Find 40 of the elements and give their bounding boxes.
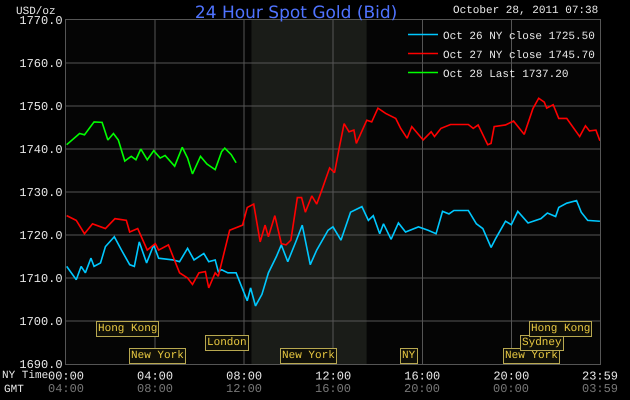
- chart-title: 24 Hour Spot Gold (Bid): [194, 2, 398, 23]
- x-tick-label: 16:00: [404, 369, 440, 384]
- y-tick-label: 1730.0: [19, 186, 63, 200]
- annotation: Hong Kong: [531, 323, 590, 335]
- x2-tick-label: 12:00: [226, 382, 262, 396]
- y-tick-label: 1750.0: [19, 100, 63, 114]
- legend-label: Oct 27 NY close 1745.70: [443, 50, 595, 62]
- x-tick-label: 12:00: [315, 369, 352, 384]
- annotation: New York: [282, 350, 336, 362]
- annotation: New York: [505, 350, 558, 362]
- y-tick-label: 1700.0: [19, 315, 63, 330]
- legend-label: Oct 28 Last 1737.20: [443, 68, 568, 81]
- annotation: Sydney: [522, 337, 562, 349]
- x-tick-label: 20:00: [493, 369, 530, 384]
- chart-subtitle: October 28, 2011 07:38: [453, 5, 598, 17]
- x2-tick-label: 00:00: [493, 382, 530, 396]
- y-tick-label: 1740.0: [19, 143, 63, 158]
- legend-label: Oct 26 NY close 1725.50: [443, 30, 595, 43]
- y-tick-label: 1720.0: [19, 229, 63, 244]
- x2-tick-label: 04:00: [48, 382, 84, 396]
- y-tick-label: 1710.0: [19, 272, 63, 286]
- x-tick-label: 00:00: [48, 369, 84, 384]
- x2-tick-label: 03:59: [582, 382, 618, 396]
- x2-axis-title: GMT: [4, 384, 24, 396]
- y-tick-label: 1760.0: [19, 57, 63, 72]
- annotation: Hong Kong: [98, 323, 158, 335]
- x-tick-label: 08:00: [226, 369, 262, 384]
- annotation: NY: [402, 350, 416, 362]
- x-tick-label: 04:00: [137, 369, 174, 384]
- annotation: New York: [131, 350, 184, 362]
- x2-tick-label: 16:00: [315, 382, 352, 396]
- line-series: [66, 121, 237, 175]
- x-tick-label: 23:59: [582, 369, 618, 384]
- annotation: London: [207, 337, 247, 349]
- y-tick-label: 1770.0: [19, 14, 63, 28]
- x-axis-title: NY Time: [2, 370, 48, 382]
- line-series: [66, 200, 600, 307]
- x2-tick-label: 08:00: [137, 382, 174, 396]
- x2-tick-label: 20:00: [404, 382, 440, 396]
- line-series: [66, 97, 600, 289]
